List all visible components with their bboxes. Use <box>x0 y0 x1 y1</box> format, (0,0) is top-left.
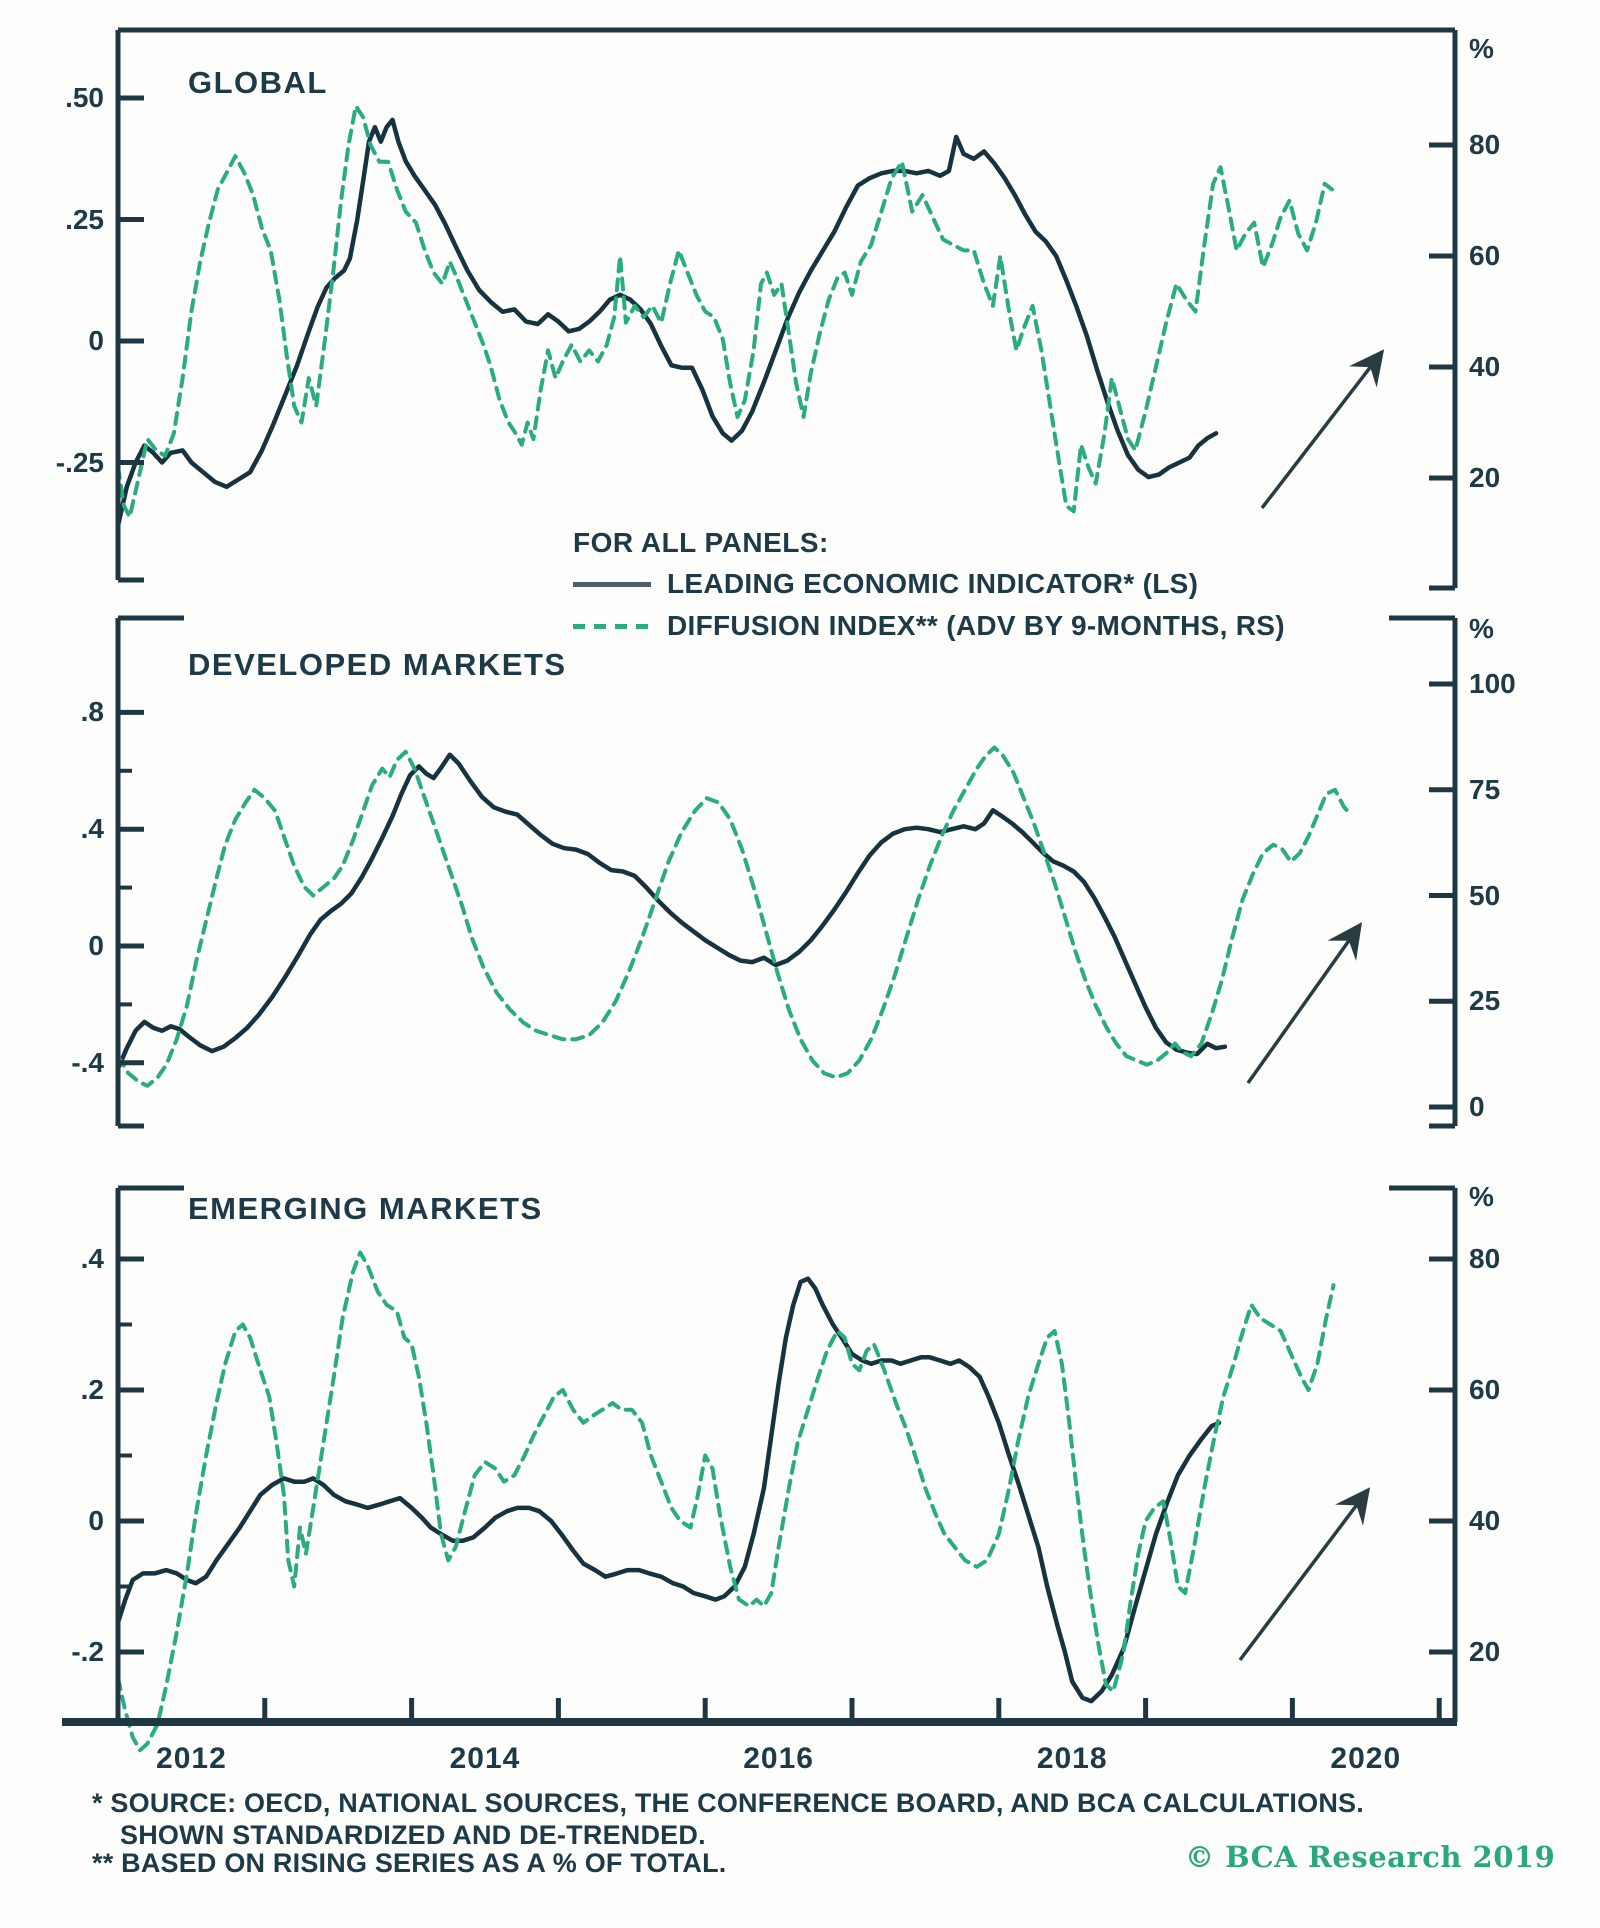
y-axis-label-right: 50 <box>1469 879 1501 911</box>
percent-sign-label: % <box>1469 1181 1494 1212</box>
y-axis-label-left: .4 <box>80 813 104 845</box>
y-axis-label-left: 0 <box>88 325 104 356</box>
y-axis-label-right: 80 <box>1469 1243 1501 1274</box>
y-axis-label-left: .25 <box>65 203 104 235</box>
y-axis-label-right: 20 <box>1469 462 1501 493</box>
y-axis-label-right: 60 <box>1469 240 1501 271</box>
x-axis-year-label: 2018 <box>1036 1742 1108 1775</box>
trend-arrow <box>1238 1487 1371 1662</box>
y-axis-label-right: 75 <box>1469 773 1501 805</box>
di-line <box>116 745 1354 1088</box>
trend-arrow <box>1260 349 1385 510</box>
y-axis-label-left: 0 <box>88 1505 104 1536</box>
panel-title: GLOBAL <box>188 65 328 100</box>
y-axis-label-left: -.25 <box>55 446 104 478</box>
legend: FOR ALL PANELS: LEADING ECONOMIC INDICAT… <box>573 527 1285 643</box>
legend-item-lei: LEADING ECONOMIC INDICATOR* (LS) <box>573 567 1285 601</box>
legend-di-label: DIFFUSION INDEX** (ADV BY 9-MONTHS, RS) <box>667 610 1285 641</box>
solid-line-swatch <box>573 581 651 587</box>
y-axis-label-left: .50 <box>65 82 104 113</box>
x-axis-year-label: 2016 <box>743 1742 814 1775</box>
lei-line <box>115 117 1219 528</box>
y-axis-label-right: 40 <box>1469 1505 1501 1536</box>
y-axis-label-right: 80 <box>1469 129 1501 160</box>
percent-sign-label: % <box>1469 33 1494 64</box>
x-axis-year-label: 2014 <box>449 1742 521 1775</box>
y-axis-label-right: 0 <box>1469 1091 1485 1122</box>
y-axis-label-right: 40 <box>1469 351 1501 382</box>
y-axis-label-left: .4 <box>80 1243 104 1274</box>
di-line <box>116 1250 1336 1753</box>
y-axis-label-right: 100 <box>1469 668 1516 699</box>
footnote-rising-series: ** BASED ON RISING SERIES AS A % OF TOTA… <box>92 1848 727 1878</box>
y-axis-label-left: -.2 <box>71 1636 104 1667</box>
copyright-note: © BCA Research 2019 <box>1185 1840 1556 1874</box>
panel-title: EMERGING MARKETS <box>188 1191 543 1226</box>
y-axis-label-left: .8 <box>80 696 104 728</box>
y-axis-label-right: 20 <box>1469 1636 1501 1667</box>
di-line <box>116 104 1334 519</box>
footnote-standardized: SHOWN STANDARDIZED AND DE-TRENDED. <box>120 1820 706 1850</box>
y-axis-label-right: 25 <box>1469 985 1501 1017</box>
x-axis-year-label: 2012 <box>156 1742 227 1775</box>
y-axis-label-left: .2 <box>80 1374 104 1405</box>
legend-item-di: DIFFUSION INDEX** (ADV BY 9-MONTHS, RS) <box>573 609 1285 643</box>
lei-line <box>115 752 1228 1071</box>
legend-heading: FOR ALL PANELS: <box>573 527 829 558</box>
panel-title: DEVELOPED MARKETS <box>188 647 567 682</box>
legend-lei-label: LEADING ECONOMIC INDICATOR* (LS) <box>667 568 1199 599</box>
lei-line <box>115 1276 1222 1704</box>
y-axis-label-left: -.4 <box>71 1046 104 1078</box>
y-axis-label-left: 0 <box>88 930 104 961</box>
x-axis-year-label: 2020 <box>1330 1742 1402 1775</box>
dashed-line-swatch <box>573 623 651 629</box>
y-axis-label-right: 60 <box>1469 1374 1501 1405</box>
footnote-source: * SOURCE: OECD, NATIONAL SOURCES, THE CO… <box>92 1788 1364 1818</box>
percent-sign-label: % <box>1469 613 1494 644</box>
trend-arrow <box>1246 922 1363 1085</box>
